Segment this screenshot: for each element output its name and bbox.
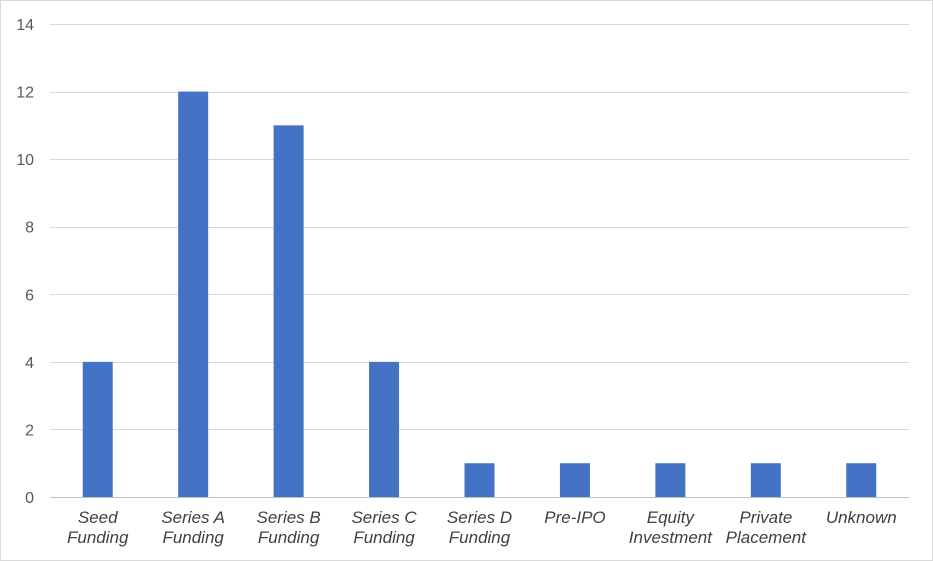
x-category-label-line: Private bbox=[739, 508, 792, 527]
x-category-label: Series A Funding bbox=[161, 508, 225, 547]
bar bbox=[655, 463, 686, 497]
y-tick-label: 2 bbox=[25, 422, 34, 439]
x-category-label: Private Placement bbox=[726, 508, 808, 547]
bar bbox=[464, 463, 495, 497]
bar bbox=[559, 463, 590, 497]
y-tick-label: 14 bbox=[16, 17, 34, 34]
x-category-label-line: Funding bbox=[258, 528, 320, 547]
y-tick-label: 4 bbox=[25, 355, 34, 372]
x-category-label-line: Funding bbox=[353, 528, 415, 547]
y-tick-label: 8 bbox=[25, 220, 34, 237]
y-tick-label: 6 bbox=[25, 287, 34, 304]
x-category-label-line: Series B bbox=[256, 508, 320, 527]
x-category-label: Seed Funding bbox=[67, 508, 129, 547]
bar bbox=[369, 361, 400, 497]
x-category-label-line: Pre-IPO bbox=[544, 508, 605, 527]
x-category-label-line: Funding bbox=[67, 528, 129, 547]
x-category-label-line: Unknown bbox=[826, 508, 897, 527]
y-tick-label: 10 bbox=[16, 152, 34, 169]
x-category-label: Series B Funding bbox=[256, 508, 320, 547]
x-category-label-line: Placement bbox=[726, 528, 808, 547]
x-category-label: Pre-IPO bbox=[544, 508, 605, 527]
bar bbox=[82, 361, 113, 497]
x-category-label: Unknown bbox=[826, 508, 897, 527]
y-tick-label: 12 bbox=[16, 85, 34, 102]
x-category-label: Series D Funding bbox=[447, 508, 512, 547]
bars bbox=[82, 91, 877, 498]
x-category-label-line: Funding bbox=[162, 528, 224, 547]
x-category-label: Equity Investment bbox=[629, 508, 713, 547]
y-tick-label: 0 bbox=[25, 490, 34, 507]
bar bbox=[273, 125, 304, 497]
x-category-label-line: Equity bbox=[647, 508, 696, 527]
x-category-label-line: Investment bbox=[629, 528, 713, 547]
x-category-label-line: Series D bbox=[447, 508, 512, 527]
bar bbox=[178, 91, 209, 498]
x-category-label-line: Seed bbox=[78, 508, 118, 527]
x-category-label: Series C Funding bbox=[351, 508, 417, 547]
bar bbox=[750, 463, 781, 497]
x-category-label-line: Funding bbox=[449, 528, 511, 547]
x-category-label-line: Series A bbox=[161, 508, 225, 527]
y-axis-ticks: 0 2 4 6 8 10 12 14 bbox=[16, 17, 34, 507]
bar bbox=[846, 463, 877, 497]
x-category-label-line: Series C bbox=[351, 508, 417, 527]
